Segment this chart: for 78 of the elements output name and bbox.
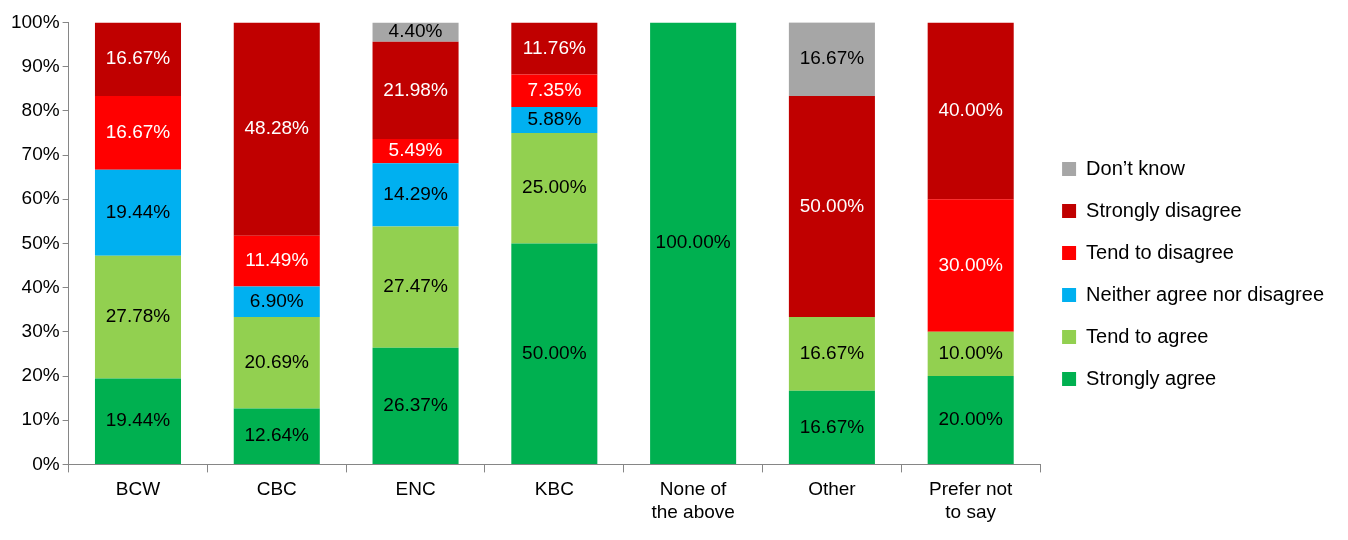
data-label: 16.67% [799,47,865,69]
x-tick-label: ENC [395,478,436,500]
data-label: 21.98% [383,78,448,100]
data-label: 48.28% [244,117,310,139]
data-label: 11.49% [245,249,309,271]
data-label: 16.67% [799,415,865,437]
y-tick-label: 70% [21,143,60,165]
data-label: 14.29% [383,183,448,205]
y-tick-label: 0% [32,452,60,474]
bar [94,169,182,256]
bar [788,317,875,391]
bar [927,376,1014,464]
data-label: 16.67% [105,47,171,69]
bar [233,22,320,236]
bar [372,226,459,348]
data-label: 40.00% [938,99,1004,121]
x-tick-label: BCW [115,478,161,500]
data-label: 16.67% [799,342,865,364]
y-tick-label: 10% [21,408,60,430]
data-label: 100.00% [655,231,731,253]
bar [788,22,875,97]
legend-label: Tend to disagree [1086,240,1234,263]
data-label: 20.00% [938,408,1004,430]
bar [233,317,320,409]
y-tick-label: 40% [21,275,60,297]
x-tick-label: Other [808,478,857,500]
data-label: 50.00% [522,341,587,363]
data-label: 16.67% [105,121,171,143]
y-tick-label: 30% [21,320,60,342]
data-label: 30.00% [938,253,1004,275]
y-tick-label: 50% [21,231,60,253]
data-label: 19.44% [105,200,171,222]
data-label: 5.49% [388,139,443,161]
bar [94,255,182,379]
bar [788,390,875,464]
x-tick-label: CBC [256,478,297,500]
bar [511,74,598,107]
bar [372,41,459,139]
bar [788,96,875,318]
data-label: 5.88% [527,108,582,130]
data-label: 25.00% [522,176,587,198]
data-label: 27.47% [383,275,448,297]
bar [650,22,737,464]
data-label: 6.90% [249,290,304,312]
bar [233,235,320,287]
data-label: 20.69% [244,351,310,373]
x-tick-label: Prefer not to say [928,478,1014,522]
bar [372,347,459,464]
legend-label: Neither agree nor disagree [1086,282,1324,305]
bar [511,132,598,244]
data-label: 4.40% [388,20,443,42]
data-label: 7.35% [527,78,582,100]
y-tick-label: 90% [21,54,60,76]
data-label: 19.44% [105,409,171,431]
bar [94,378,182,464]
x-tick-label: KBC [534,478,574,500]
x-tick-label: None of the above [651,478,735,522]
data-label: 12.64% [244,424,310,446]
legend-label: Tend to agree [1086,324,1209,347]
data-label: 10.00% [938,342,1004,364]
bar [372,163,459,227]
bar [927,22,1014,200]
bar [927,199,1014,332]
bar [94,22,182,97]
bar [233,408,320,464]
bar [511,243,598,464]
data-label: 26.37% [383,394,448,416]
y-tick-label: 20% [21,364,60,386]
data-label: 11.76% [522,36,586,58]
y-tick-label: 60% [21,187,60,209]
y-tick-label: 80% [21,99,60,121]
data-label: 27.78% [105,305,171,327]
legend-label: Strongly disagree [1086,198,1242,221]
y-tick-label: 100% [10,10,60,32]
bar [94,96,182,170]
legend-label: Don’t know [1086,156,1186,179]
legend-label: Strongly agree [1086,366,1217,389]
data-label: 50.00% [799,194,865,216]
